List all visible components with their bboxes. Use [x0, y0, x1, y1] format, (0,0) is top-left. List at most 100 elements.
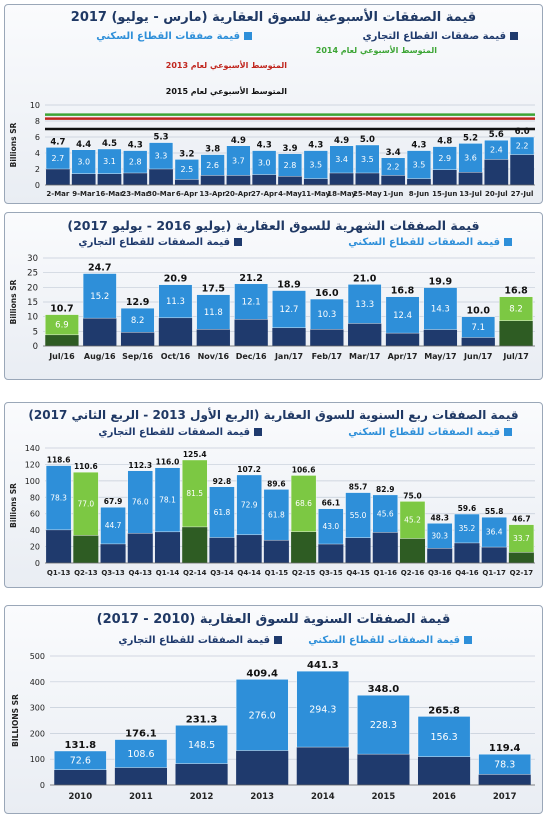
bar-residential: [303, 150, 328, 179]
bar-commercial: [123, 173, 148, 185]
legend-label: قيمة الصفقات للقطاع السكني: [308, 635, 460, 646]
residential-value-label: 8.2: [509, 305, 523, 315]
total-value-label: 4.9: [334, 136, 349, 146]
bar-commercial: [417, 756, 471, 785]
residential-value-label: 228.3: [370, 720, 397, 731]
bar-residential: [357, 695, 410, 755]
x-tick-label: Q1-13: [47, 569, 71, 577]
quarterly-chart-panel: قيمة الصفقات ربع السنوية للسوق العقارية …: [4, 402, 543, 588]
bar-commercial: [149, 169, 173, 185]
total-value-label: 112.3: [128, 461, 152, 470]
y-tick-label: 15: [27, 298, 38, 308]
bar-commercial: [236, 534, 262, 563]
bar-commercial: [499, 320, 533, 346]
total-value-label: 110.6: [74, 462, 98, 471]
bar-residential: [499, 296, 533, 321]
residential-value-label: 15.2: [90, 292, 109, 302]
legend-swatch: [254, 428, 262, 436]
y-tick-label: 30: [27, 254, 38, 264]
x-tick-label: 13-Apr: [199, 190, 226, 198]
total-value-label: 3.4: [386, 148, 401, 158]
total-value-label: 118.6: [47, 456, 71, 465]
bar-residential: [458, 143, 483, 173]
total-value-label: 4.3: [308, 141, 323, 151]
y-axis-label: Billions SR: [9, 279, 18, 324]
y-tick-label: 80: [30, 493, 40, 502]
total-value-label: 46.7: [512, 515, 531, 524]
x-tick-label: 4-May: [278, 190, 302, 198]
legend-swatch: [510, 32, 518, 40]
bar-residential: [82, 273, 117, 319]
residential-value-label: 276.0: [249, 710, 276, 721]
quarterly-chart-plot: 0 20 40 60 80 100 120 140 Billions SR 78.3 118.6 Q1…: [9, 444, 535, 577]
x-tick-label: 30-Mar: [147, 190, 175, 198]
bar-residential: [174, 159, 199, 180]
bar-residential: [296, 670, 350, 748]
x-tick-label: 2-Mar: [46, 190, 69, 198]
bar-residential: [432, 146, 457, 171]
x-tick-label: Q4-14: [237, 569, 261, 577]
total-value-label: 4.3: [257, 141, 272, 151]
residential-value-label: 2.8: [129, 158, 142, 167]
legend-swatch: [234, 238, 242, 246]
total-value-label: 176.1: [125, 729, 157, 740]
bar-residential: [277, 153, 303, 177]
bar-commercial: [46, 169, 70, 185]
residential-value-label: 14.3: [431, 305, 450, 315]
y-tick-label: 60: [30, 510, 40, 519]
bar-commercial: [461, 337, 495, 346]
y-tick-label: 20: [30, 543, 40, 552]
total-value-label: 119.4: [489, 743, 521, 754]
residential-value-label: 77.0: [77, 499, 94, 508]
total-value-label: 89.6: [267, 479, 286, 488]
x-tick-label: Q2-14: [183, 569, 207, 577]
bar-residential: [234, 283, 269, 320]
chart-title: قيمة الصفقات الشهرية للسوق العقارية (يول…: [67, 218, 480, 233]
y-tick-label: 6: [35, 133, 40, 142]
bar-residential: [263, 489, 290, 541]
bar-residential: [372, 494, 398, 533]
x-tick-label: Q3-16: [428, 569, 452, 577]
bar-residential: [329, 145, 354, 174]
residential-value-label: 3.5: [413, 160, 426, 169]
residential-value-label: 3.0: [77, 158, 90, 167]
bar-commercial: [174, 179, 199, 185]
residential-value-label: 2.2: [387, 162, 400, 171]
bar-commercial: [209, 537, 235, 563]
x-tick-label: Jul/16: [48, 352, 75, 361]
y-tick-label: 0: [35, 181, 40, 190]
weekly-chart-plot: 0 2 4 6 8 10 Billions SR 2.7 4.7 2-Mar 3.0 4.4 9-Mar…: [9, 101, 535, 198]
bar-residential: [510, 136, 535, 155]
x-tick-label: Feb/17: [312, 352, 342, 361]
total-value-label: 125.4: [183, 450, 207, 459]
y-tick-label: 2: [35, 165, 40, 174]
bar-commercial: [226, 175, 251, 185]
x-tick-label: 2012: [190, 792, 214, 802]
x-tick-label: 9-Mar: [72, 190, 95, 198]
total-value-label: 20.9: [164, 274, 187, 285]
total-value-label: 18.9: [277, 280, 300, 291]
residential-value-label: 81.5: [186, 489, 203, 498]
total-value-label: 48.3: [430, 513, 449, 522]
bar-residential: [45, 465, 72, 531]
legend-label: قيمة الصفقات للقطاع السكني: [348, 427, 500, 438]
bar-residential: [100, 507, 126, 545]
residential-value-label: 108.6: [127, 749, 154, 760]
residential-value-label: 8.2: [131, 316, 145, 326]
residential-value-label: 3.1: [103, 157, 116, 166]
legend-residential: قيمة الصفقات للقطاع السكني: [348, 237, 512, 248]
x-tick-label: 2013: [250, 792, 274, 802]
x-tick-label: 8-Jun: [409, 190, 429, 198]
residential-value-label: 61.8: [214, 508, 231, 517]
total-value-label: 131.8: [64, 740, 96, 751]
x-tick-label: Sep/16: [122, 352, 153, 361]
bar-commercial: [432, 169, 457, 185]
x-tick-label: 20-Jul: [485, 190, 508, 198]
bar-residential: [461, 316, 496, 338]
residential-value-label: 30.3: [431, 531, 448, 540]
bar-commercial: [407, 178, 431, 185]
bar-commercial: [484, 159, 509, 185]
bar-commercial: [272, 327, 306, 346]
legend-label: قيمة الصفقات للقطاع التجاري: [98, 427, 250, 438]
bar-residential: [123, 150, 148, 174]
